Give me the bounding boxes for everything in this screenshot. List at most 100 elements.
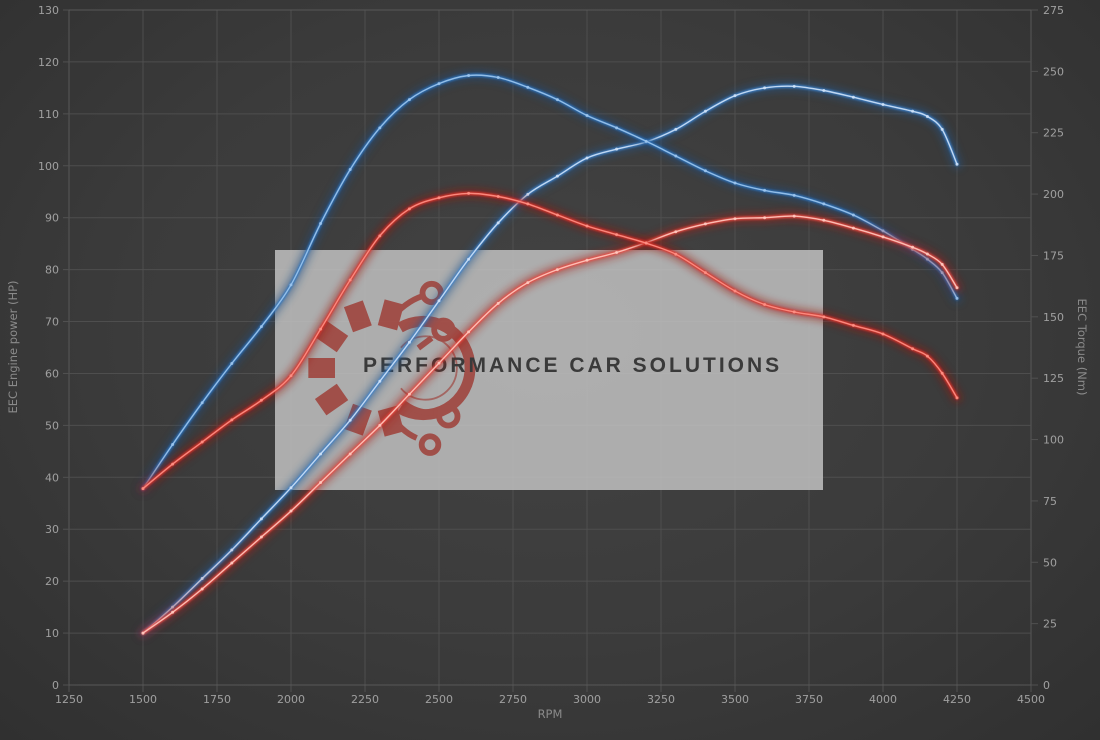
y-right-tick-label: 100 — [1043, 434, 1064, 447]
data-point-marker — [615, 126, 619, 130]
data-point-marker — [940, 262, 944, 266]
data-point-marker — [496, 301, 500, 305]
data-point-marker — [703, 222, 707, 226]
data-point-marker — [644, 241, 648, 245]
data-point-marker — [822, 218, 826, 222]
data-point-marker — [955, 396, 959, 400]
data-point-marker — [230, 561, 234, 565]
data-point-marker — [200, 401, 204, 405]
data-point-marker — [615, 233, 619, 237]
data-point-marker — [141, 631, 145, 635]
x-tick-label: 2750 — [499, 693, 527, 706]
x-tick-label: 4500 — [1017, 693, 1045, 706]
data-point-marker — [585, 156, 589, 160]
y-right-tick-label: 225 — [1043, 127, 1064, 140]
x-tick-label: 2500 — [425, 693, 453, 706]
data-point-marker — [792, 214, 796, 218]
data-point-marker — [289, 374, 293, 378]
data-point-marker — [555, 174, 559, 178]
data-point-marker — [319, 481, 323, 484]
data-point-marker — [851, 226, 855, 230]
y-left-tick-label: 0 — [52, 679, 59, 692]
data-point-marker — [733, 181, 737, 185]
data-point-marker — [925, 114, 929, 118]
data-point-marker — [200, 587, 204, 591]
data-point-marker — [467, 191, 471, 195]
series-core-engine-power-red — [142, 215, 958, 634]
x-tick-label: 1750 — [203, 693, 231, 706]
data-point-marker — [585, 224, 589, 228]
data-point-marker — [230, 548, 234, 552]
data-point-marker — [259, 325, 263, 329]
data-point-marker — [171, 442, 175, 446]
y-right-tick-label: 175 — [1043, 249, 1064, 262]
data-point-marker — [703, 109, 707, 113]
data-point-marker — [171, 462, 175, 466]
data-point-marker — [496, 221, 500, 225]
data-point-marker — [703, 271, 707, 275]
data-point-marker — [925, 257, 929, 261]
data-point-marker — [141, 487, 145, 491]
y-left-tick-label: 90 — [45, 212, 59, 225]
y-left-tick-label: 120 — [38, 56, 59, 69]
data-point-marker — [467, 74, 471, 78]
data-point-marker — [259, 535, 263, 539]
y-right-tick-label: 0 — [1043, 679, 1050, 692]
x-axis-title: RPM — [538, 707, 563, 721]
data-point-marker — [703, 169, 707, 173]
data-point-marker — [437, 361, 441, 365]
data-point-marker — [940, 271, 944, 275]
watermark-text: PERFORMANCE CAR SOLUTIONS — [363, 354, 783, 377]
data-point-marker — [526, 192, 530, 196]
series-core-engine-torque-blue — [142, 74, 958, 490]
data-point-marker — [496, 195, 500, 199]
data-point-marker — [141, 487, 145, 491]
data-point-marker — [644, 241, 648, 245]
data-point-marker — [200, 577, 204, 581]
data-point-marker — [319, 452, 323, 456]
series-line-engine-power-red — [141, 214, 959, 635]
y-right-tick-label: 75 — [1043, 495, 1057, 508]
data-point-marker — [378, 126, 382, 130]
x-tick-label: 2250 — [351, 693, 379, 706]
data-point-marker — [259, 398, 263, 402]
y-left-tick-label: 80 — [45, 264, 59, 277]
series-core-engine-torque-red — [142, 192, 958, 490]
x-tick-label: 3250 — [647, 693, 675, 706]
x-tick-label: 1500 — [129, 693, 157, 706]
y-left-tick-label: 10 — [45, 627, 59, 640]
data-point-marker — [467, 330, 471, 334]
data-point-marker — [851, 213, 855, 217]
data-point-marker — [955, 296, 959, 300]
data-point-marker — [437, 82, 441, 86]
data-point-marker — [644, 140, 648, 144]
data-point-marker — [378, 234, 382, 238]
data-point-marker — [763, 216, 767, 220]
data-point-marker — [348, 278, 352, 282]
data-point-marker — [911, 109, 915, 113]
data-point-marker — [822, 202, 826, 206]
data-point-marker — [792, 310, 796, 314]
data-point-marker — [881, 235, 885, 239]
data-point-marker — [674, 127, 678, 131]
data-point-marker — [289, 486, 293, 490]
data-point-marker — [319, 222, 323, 226]
y-left-tick-label: 50 — [45, 419, 59, 432]
y-left-tick-label: 110 — [38, 108, 59, 121]
data-point-marker — [200, 440, 204, 444]
series-glow-engine-power-blue — [138, 81, 962, 639]
data-point-marker — [555, 213, 559, 217]
data-point-marker — [940, 371, 944, 375]
series-glow-engine-power-red — [138, 211, 962, 639]
x-tick-label: 3750 — [795, 693, 823, 706]
data-point-marker — [674, 230, 678, 234]
data-point-marker — [733, 94, 737, 98]
data-point-marker — [407, 207, 411, 211]
y-right-tick-label: 250 — [1043, 65, 1064, 78]
data-point-marker — [733, 217, 737, 221]
y-right-axis-title: EEC Torque (Nm) — [1075, 299, 1089, 396]
series-line-engine-torque-blue — [141, 73, 959, 491]
y-left-tick-label: 30 — [45, 523, 59, 536]
y-right-tick-label: 150 — [1043, 311, 1064, 324]
